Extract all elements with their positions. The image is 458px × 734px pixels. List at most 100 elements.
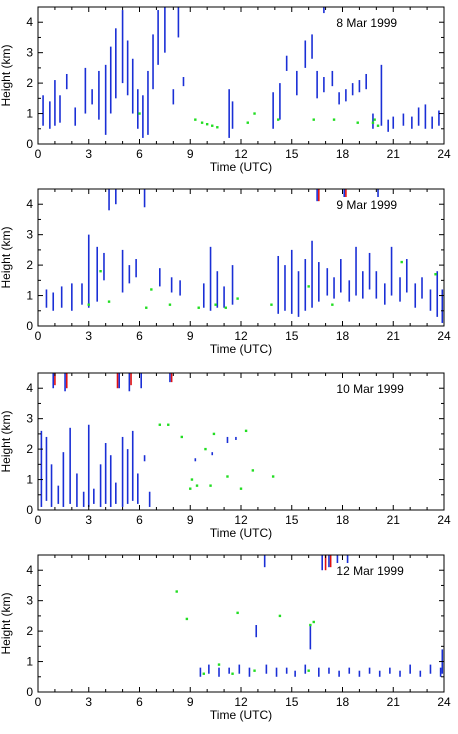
marker-point xyxy=(205,123,209,126)
marker-point xyxy=(168,303,172,306)
marker-point xyxy=(217,663,221,666)
x-tick-label: 9 xyxy=(187,513,194,527)
marker-point xyxy=(244,429,248,433)
marker-point xyxy=(214,303,217,306)
marker-point xyxy=(158,423,161,426)
y-tick-label: 2 xyxy=(26,258,33,272)
marker-point xyxy=(332,118,336,121)
x-tick-label: 3 xyxy=(85,695,92,709)
marker-point xyxy=(197,306,200,309)
plot-area xyxy=(45,189,444,323)
date-label: 12 Mar 1999 xyxy=(336,564,404,578)
x-tick-label: 12 xyxy=(234,695,248,709)
y-tick-label: 3 xyxy=(26,412,33,426)
plot-area xyxy=(175,555,444,677)
x-tick-label: 18 xyxy=(336,695,350,709)
x-tick-label: 15 xyxy=(285,147,299,161)
marker-point xyxy=(251,469,255,472)
x-tick-label: 18 xyxy=(336,147,350,161)
marker-point xyxy=(167,423,170,426)
date-label-background xyxy=(334,197,400,213)
marker-point xyxy=(236,297,239,300)
marker-point xyxy=(278,614,282,618)
y-axis-label: Height (km) xyxy=(0,44,13,106)
x-tick-label: 0 xyxy=(35,695,42,709)
marker-point xyxy=(309,623,312,627)
x-tick-label: 24 xyxy=(437,513,451,527)
date-label: 9 Mar 1999 xyxy=(336,198,397,212)
y-tick-label: 1 xyxy=(26,655,33,669)
marker-point xyxy=(246,121,249,124)
x-tick-label: 15 xyxy=(285,695,299,709)
x-tick-label: 3 xyxy=(85,513,92,527)
y-tick-label: 0 xyxy=(26,685,33,699)
marker-point xyxy=(150,288,153,291)
x-tick-label: 15 xyxy=(285,329,299,343)
marker-point xyxy=(253,669,256,672)
x-tick-label: 18 xyxy=(336,329,350,343)
y-tick-label: 4 xyxy=(26,381,33,395)
plot-area xyxy=(42,7,440,138)
marker-point xyxy=(307,285,310,288)
x-axis-label: Time (UTC) xyxy=(210,708,272,722)
x-tick-label: 0 xyxy=(35,329,42,343)
x-tick-label: 6 xyxy=(136,329,143,343)
marker-point xyxy=(307,669,310,672)
marker-point xyxy=(189,487,192,490)
date-label-background xyxy=(334,15,400,31)
y-tick-label: 1 xyxy=(26,107,33,121)
marker-point xyxy=(211,124,214,127)
marker-point xyxy=(226,475,229,478)
marker-point xyxy=(371,121,375,124)
x-tick-label: 6 xyxy=(136,513,143,527)
marker-point xyxy=(271,475,275,478)
marker-point xyxy=(87,303,90,306)
y-tick-label: 2 xyxy=(26,442,33,456)
y-tick-label: 2 xyxy=(26,76,33,90)
y-axis-label: Height (km) xyxy=(0,410,13,472)
x-tick-label: 6 xyxy=(136,147,143,161)
y-tick-label: 1 xyxy=(26,289,33,303)
x-tick-label: 21 xyxy=(387,329,401,343)
marker-point xyxy=(239,487,243,490)
marker-point xyxy=(277,118,280,121)
x-tick-label: 3 xyxy=(85,147,92,161)
y-tick-label: 1 xyxy=(26,473,33,487)
plot-area xyxy=(40,373,275,507)
x-tick-label: 24 xyxy=(437,147,451,161)
marker-point xyxy=(200,121,204,124)
x-tick-label: 12 xyxy=(234,147,248,161)
x-tick-label: 12 xyxy=(234,513,248,527)
x-tick-label: 21 xyxy=(387,695,401,709)
y-axis-label: Height (km) xyxy=(0,592,13,654)
date-label: 8 Mar 1999 xyxy=(336,16,397,30)
x-tick-label: 9 xyxy=(187,329,194,343)
marker-point xyxy=(331,303,334,306)
x-tick-label: 9 xyxy=(187,695,194,709)
marker-point xyxy=(312,118,315,121)
x-tick-label: 0 xyxy=(35,513,42,527)
marker-point xyxy=(195,484,199,487)
x-tick-label: 9 xyxy=(187,147,194,161)
marker-point xyxy=(270,303,273,306)
y-tick-label: 3 xyxy=(26,594,33,608)
x-axis-label: Time (UTC) xyxy=(210,526,272,540)
marker-point xyxy=(434,273,437,276)
marker-point xyxy=(253,112,256,115)
x-tick-label: 6 xyxy=(136,695,143,709)
y-tick-label: 3 xyxy=(26,46,33,60)
marker-point xyxy=(224,306,227,309)
marker-point xyxy=(204,447,207,451)
marker-point xyxy=(107,300,111,303)
x-tick-label: 21 xyxy=(387,147,401,161)
x-tick-label: 12 xyxy=(234,329,248,343)
x-tick-label: 24 xyxy=(437,695,451,709)
marker-point xyxy=(312,620,315,624)
marker-point xyxy=(400,260,403,264)
marker-point xyxy=(212,432,216,436)
